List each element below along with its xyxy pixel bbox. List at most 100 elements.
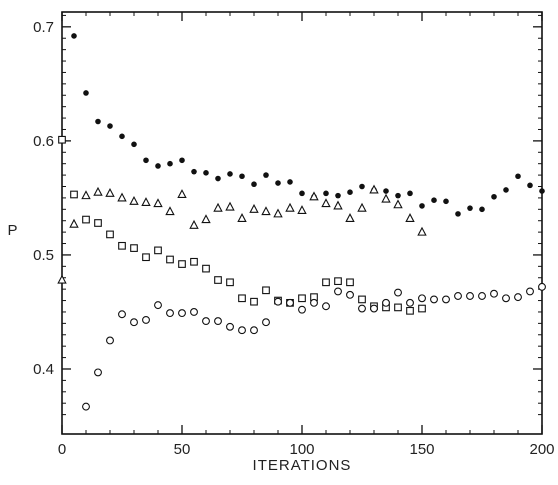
data-point-open-triangle — [141, 197, 151, 207]
data-point-open-square — [322, 278, 330, 287]
data-point-filled-circle — [167, 160, 173, 167]
data-point-open-triangle — [153, 198, 163, 208]
data-point-open-triangle — [285, 202, 295, 212]
data-point-open-triangle — [261, 206, 271, 216]
data-point-open-triangle — [105, 187, 115, 197]
data-point-filled-circle — [239, 173, 245, 180]
data-point-open-circle — [262, 318, 270, 327]
data-point-open-circle — [166, 309, 174, 318]
data-point-open-circle — [142, 315, 150, 324]
data-point-open-square — [358, 295, 366, 304]
data-point-open-triangle — [237, 213, 247, 222]
data-point-filled-circle — [263, 172, 269, 178]
data-point-filled-circle — [71, 33, 77, 39]
data-point-open-square — [202, 264, 210, 273]
data-point-open-circle — [418, 294, 426, 303]
data-point-filled-circle — [179, 157, 185, 164]
data-point-open-square — [190, 257, 198, 266]
data-point-filled-circle — [503, 187, 509, 193]
data-point-open-triangle — [93, 186, 103, 196]
data-point-filled-circle — [515, 173, 521, 180]
y-tick-label: 0.6 — [33, 133, 54, 150]
data-point-open-circle — [274, 297, 282, 306]
data-point-filled-circle — [431, 197, 437, 203]
data-point-open-circle — [394, 288, 402, 297]
x-axis-label: ITERATIONS — [253, 457, 352, 474]
data-point-filled-circle — [407, 190, 413, 197]
data-point-filled-circle — [467, 205, 473, 211]
data-point-open-square — [70, 190, 78, 199]
data-point-open-circle — [106, 336, 114, 345]
data-point-open-circle — [478, 292, 486, 300]
data-point-filled-circle — [359, 183, 365, 190]
data-point-filled-circle — [119, 133, 125, 140]
data-marks — [57, 33, 546, 411]
x-tick-label: 150 — [409, 441, 434, 458]
data-point-open-triangle — [129, 195, 139, 205]
data-point-open-circle — [406, 298, 414, 307]
data-point-open-square — [214, 276, 222, 284]
data-point-open-triangle — [345, 213, 355, 222]
data-point-open-circle — [226, 322, 234, 331]
data-point-open-square — [406, 306, 414, 315]
data-point-filled-circle — [443, 198, 449, 205]
data-point-open-triangle — [117, 192, 127, 202]
data-point-filled-circle — [95, 118, 101, 125]
data-point-filled-circle — [491, 193, 497, 200]
data-point-open-circle — [310, 298, 318, 307]
data-point-open-triangle — [405, 213, 415, 222]
data-point-open-circle — [238, 326, 246, 335]
data-point-open-triangle — [57, 274, 67, 284]
data-point-open-square — [130, 244, 138, 252]
data-point-open-circle — [442, 295, 450, 304]
data-point-filled-circle — [131, 141, 137, 148]
data-point-open-triangle — [333, 200, 343, 210]
data-point-open-triangle — [309, 191, 319, 201]
data-point-open-circle — [250, 326, 258, 335]
data-point-open-circle — [466, 292, 474, 300]
data-point-open-triangle — [393, 199, 403, 209]
y-tick-label: 0.7 — [33, 19, 54, 36]
tick-labels: 0 50 100 150 200 0.4 0.5 0.6 0.7 — [33, 19, 554, 458]
data-point-open-circle — [154, 301, 162, 310]
data-point-open-square — [346, 278, 354, 287]
data-point-open-circle — [514, 293, 522, 302]
data-point-open-triangle — [369, 184, 379, 194]
data-point-open-circle — [454, 292, 462, 300]
data-point-open-square — [58, 135, 66, 144]
data-point-open-square — [298, 294, 306, 303]
data-point-open-square — [238, 294, 246, 303]
data-point-open-square — [106, 230, 114, 239]
data-point-filled-circle — [191, 168, 197, 175]
data-point-open-triangle — [213, 202, 223, 212]
data-point-open-circle — [538, 282, 546, 291]
data-point-open-triangle — [357, 202, 367, 212]
data-point-open-triangle — [165, 206, 175, 216]
data-point-open-circle — [190, 308, 198, 316]
data-point-open-circle — [430, 295, 438, 304]
data-point-open-square — [418, 304, 426, 313]
data-point-open-circle — [382, 298, 390, 307]
data-point-filled-circle — [299, 190, 305, 197]
data-point-open-circle — [346, 290, 354, 299]
data-point-filled-circle — [479, 206, 485, 213]
data-point-open-square — [262, 286, 270, 295]
x-tick-label: 50 — [174, 441, 191, 458]
data-point-filled-circle — [455, 211, 461, 217]
data-point-filled-circle — [83, 90, 89, 96]
data-point-open-square — [178, 260, 186, 268]
data-point-open-square — [166, 255, 174, 264]
data-point-open-square — [394, 303, 402, 312]
data-point-filled-circle — [203, 170, 209, 176]
data-point-open-circle — [214, 317, 222, 326]
data-point-filled-circle — [287, 179, 293, 185]
data-point-open-circle — [490, 289, 498, 298]
data-point-open-square — [94, 219, 102, 227]
data-point-open-circle — [202, 317, 210, 326]
data-point-filled-circle — [383, 188, 389, 194]
data-point-filled-circle — [227, 171, 233, 177]
y-axis-label: P — [7, 222, 18, 239]
data-point-open-square — [154, 246, 162, 255]
y-tick-label: 0.5 — [33, 247, 54, 264]
